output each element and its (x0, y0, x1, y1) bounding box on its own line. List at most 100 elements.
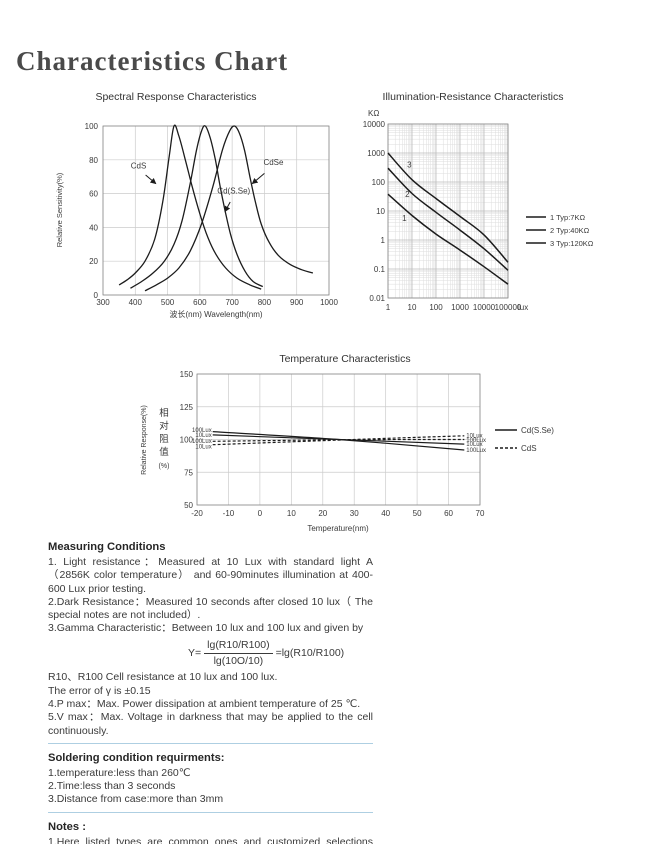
conditions-text-column: Measuring Conditions 1. Light resistance… (48, 540, 373, 844)
section-divider (48, 811, 373, 813)
formula-denominator: lg(10O/10) (213, 655, 264, 668)
temperature-characteristics-chart: Temperature Characteristics 100Lux 10Lux 1… (130, 352, 668, 542)
tick-label: 60 (444, 509, 453, 518)
annotation-arrow (145, 174, 157, 185)
measuring-item-2: 2.Dark Resistance：Measured 10 seconds af… (48, 595, 373, 622)
y-axis-label-cn: 相 (159, 407, 169, 419)
spectral-chart-plot: 300 400 500 600 700 800 900 1000 0 20 40 60 80 100 波长(… (55, 122, 338, 319)
curve-label-Cd(S.Se): Cd(S.Se) (217, 187, 250, 196)
tick-label: 10 (408, 303, 417, 312)
measuring-item-3: 3.Gamma Characteristic：Between 10 lux an… (48, 622, 364, 635)
series-CdSe (144, 125, 314, 292)
curve-label-3: 3 (407, 161, 412, 170)
tick-label: 0.1 (374, 265, 386, 274)
soldering-item-3: 3.Distance from case:more than 3mm (48, 793, 224, 806)
curve-label-1: 1 (402, 214, 407, 223)
x-unit-label: lux (518, 303, 528, 312)
series-2 (387, 167, 509, 271)
y-axis-label-cn: 阻 (159, 434, 169, 445)
tick-label: 0.01 (369, 294, 385, 303)
tick-label: 1000 (320, 298, 338, 307)
tick-label: 400 (129, 298, 143, 307)
legend-label: 1 Typ:7KΩ (550, 213, 585, 222)
tick-label: 150 (180, 370, 194, 379)
tick-label: 40 (89, 223, 98, 232)
annotation-arrow (251, 172, 265, 185)
tick-label: 40 (381, 509, 390, 518)
lux-label: 10Lux (195, 433, 211, 439)
x-axis-label: Temperature(nm) (307, 524, 369, 533)
y-axis-label: Relative Sensitivity(%) (55, 172, 64, 247)
lux-label: 100Lux (192, 439, 212, 445)
tick-label: 100 (372, 178, 386, 187)
plot-border (196, 373, 481, 506)
formula-rhs: =lg(R10/R100) (275, 646, 345, 659)
lux-label: 100Lux (466, 438, 486, 444)
legend-label: 2 Typ:40KΩ (550, 226, 590, 235)
tick-label: 80 (89, 156, 98, 165)
tick-label: 10000 (363, 120, 386, 129)
tick-label: 1 (381, 236, 386, 245)
tick-label: 20 (89, 257, 98, 266)
series-Cd(S.Se) (130, 125, 264, 289)
y-axis-label-cn: (%) (159, 463, 170, 470)
tick-label: 0 (258, 509, 263, 518)
tick-label: 1 (386, 303, 391, 312)
formula-fraction: lg(R10/R100) lg(10O/10) (204, 639, 273, 669)
tick-label: 700 (225, 298, 239, 307)
measuring-conditions-heading: Measuring Conditions (48, 541, 166, 553)
legend-label: Cd(S.Se) (521, 426, 554, 435)
soldering-heading: Soldering condition requirments: (48, 751, 225, 764)
temperature-chart-plot: 100Lux10Lux100Lux10Lux10Lux100Lux10Lux10… (141, 370, 554, 533)
tick-label: 10 (376, 207, 385, 216)
y-axis-label-cn: 值 (159, 446, 169, 458)
tick-label: 900 (290, 298, 304, 307)
tick-label: 100 (180, 436, 194, 445)
tick-label: 10000 (473, 303, 496, 312)
tick-label: 30 (350, 509, 359, 518)
tick-label: 20 (318, 509, 327, 518)
tick-label: 0 (94, 291, 99, 300)
formula-numerator: lg(R10/R100) (204, 639, 273, 655)
tick-label: 100000 (495, 303, 522, 312)
measuring-post-2: The error of γ is ±0.15 (48, 684, 151, 697)
series-3 (387, 152, 509, 263)
soldering-item-2: 2.Time:less than 3 seconds (48, 780, 176, 793)
notes-item-1: 1.Here listed types are common ones and … (48, 835, 373, 844)
curve-label-CdSe: CdSe (263, 158, 284, 167)
y-axis-label-en: Relative Response(%) (141, 405, 148, 475)
tick-label: 100 (85, 122, 99, 131)
curve-label-CdS: CdS (131, 161, 147, 170)
illumination-resistance-chart: Illumination-Resistance Characteristics … (358, 90, 660, 330)
legend-label: CdS (521, 444, 537, 453)
tick-label: 75 (184, 468, 193, 477)
tick-label: 125 (180, 403, 194, 412)
lux-label: 10Lux (195, 444, 211, 450)
y-axis-label: KΩ (368, 109, 379, 118)
curve-label-2: 2 (405, 190, 410, 199)
page-title: Characteristics Chart (16, 46, 289, 77)
tick-label: 300 (96, 298, 110, 307)
lux-label: 10Lux (466, 433, 482, 439)
legend-label: 3 Typ:120KΩ (550, 239, 594, 248)
tick-label: 50 (184, 501, 193, 510)
measuring-post-4: 5.V max：Max. Voltage in darkness that ma… (48, 711, 373, 737)
tick-label: 1000 (451, 303, 469, 312)
measuring-post-3: 4.P max：Max. Power dissipation at ambien… (48, 697, 361, 710)
plot-border (102, 125, 330, 296)
measuring-item-1: 1. Light resistance：Measured at 10 Lux w… (48, 556, 373, 595)
plot-border (387, 123, 509, 299)
tick-label: 50 (413, 509, 422, 518)
tick-label: 600 (193, 298, 207, 307)
measuring-post-1: R10、R100 Cell resistance at 10 lux and 1… (48, 671, 278, 684)
gamma-formula: Y= lg(R10/R100) lg(10O/10) =lg(R10/R100) (188, 639, 373, 669)
tick-label: 10 (287, 509, 296, 518)
lux-label: 100Lux (192, 428, 212, 434)
grid (102, 125, 330, 296)
tick-label: -20 (191, 509, 203, 518)
y-axis-label-cn: 对 (159, 420, 169, 432)
notes-heading: Notes : (48, 820, 86, 833)
lux-label: 100Lux (466, 448, 486, 454)
